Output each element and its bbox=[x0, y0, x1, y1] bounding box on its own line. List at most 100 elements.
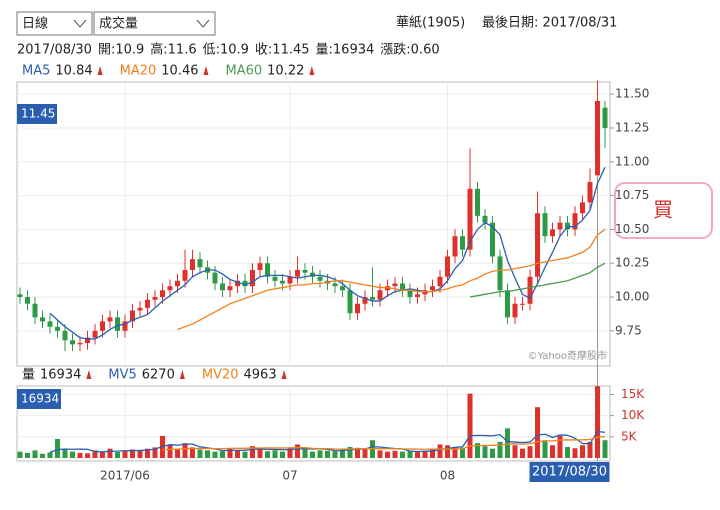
candle-body bbox=[280, 280, 285, 284]
legend-name: MV20 bbox=[202, 368, 239, 383]
candle-body bbox=[55, 326, 60, 331]
y-tick-label: 11.25 bbox=[615, 120, 649, 134]
volume-bar bbox=[115, 452, 120, 458]
volume-bar bbox=[182, 443, 188, 458]
volume-bar bbox=[190, 447, 195, 458]
volume-bar bbox=[85, 453, 90, 458]
volume-bar bbox=[377, 450, 383, 458]
y-tick-label: 11.50 bbox=[615, 87, 649, 101]
volume-bar bbox=[392, 450, 398, 458]
y-tick-label: 10.50 bbox=[615, 222, 649, 236]
volume-bar bbox=[122, 451, 128, 458]
volume-bar bbox=[347, 446, 353, 458]
volume-bar bbox=[310, 451, 315, 458]
candle-body bbox=[467, 188, 473, 250]
volume-bar bbox=[520, 448, 525, 458]
volume-bar bbox=[557, 435, 563, 458]
ma-legend: MA5 10.84 MA20 10.46 MA60 10.22 bbox=[22, 64, 315, 79]
info-item: 高:11.6 bbox=[150, 42, 196, 58]
candle-body bbox=[445, 256, 450, 277]
volume-bar bbox=[407, 451, 413, 458]
volume-bar bbox=[265, 451, 270, 458]
indicator-label[interactable]: 成交量 bbox=[99, 16, 138, 32]
candle-body bbox=[482, 215, 488, 223]
y-tick-label: 10.25 bbox=[615, 256, 649, 270]
candle-body bbox=[490, 222, 495, 257]
candle-body bbox=[437, 276, 443, 287]
volume-bar bbox=[137, 450, 143, 458]
candle-body bbox=[212, 272, 218, 284]
volume-bar bbox=[77, 452, 83, 458]
candle-body bbox=[557, 222, 563, 230]
candle-body bbox=[62, 330, 68, 341]
candle-body bbox=[265, 263, 270, 277]
candle-body bbox=[512, 303, 518, 318]
volume-bar bbox=[167, 445, 173, 458]
candle-body bbox=[362, 297, 368, 304]
buy-button[interactable] bbox=[614, 182, 713, 239]
volume-panel bbox=[16, 385, 611, 462]
legend-name: MV5 bbox=[108, 368, 136, 383]
candle-body bbox=[47, 321, 53, 327]
info-item: 漲跌:0.60 bbox=[380, 42, 439, 58]
buy-label[interactable]: 買 bbox=[653, 198, 673, 222]
candle-body bbox=[392, 283, 398, 287]
volume-bar bbox=[535, 407, 540, 458]
candle-body bbox=[227, 286, 233, 291]
candle-body bbox=[332, 283, 338, 287]
volume-bar bbox=[152, 447, 158, 458]
y-tick-label: 10.75 bbox=[615, 188, 649, 202]
volume-bar bbox=[422, 450, 428, 458]
volume-bar bbox=[205, 450, 210, 458]
candle-body bbox=[347, 290, 353, 314]
candle-body bbox=[17, 294, 23, 298]
volume-bar bbox=[497, 441, 503, 458]
volume-bar bbox=[242, 451, 248, 458]
legend-name: 量 bbox=[22, 368, 35, 383]
candle-body bbox=[272, 276, 278, 281]
line-series bbox=[49, 430, 606, 453]
price-tag bbox=[17, 104, 57, 124]
candle-body bbox=[115, 317, 120, 331]
volume-tag-label: 16934 bbox=[21, 392, 59, 406]
volume-tag bbox=[17, 389, 61, 409]
y-tick-label: 9.75 bbox=[615, 323, 642, 337]
period-select[interactable] bbox=[16, 11, 93, 36]
watermark: ©Yahoo奇摩股市 bbox=[528, 349, 607, 362]
volume-bar bbox=[512, 445, 518, 458]
candle-body bbox=[497, 256, 503, 291]
candle-body bbox=[355, 303, 360, 314]
period-label[interactable]: 日線 bbox=[22, 16, 48, 32]
up-arrow bbox=[86, 370, 92, 379]
volume-bar bbox=[175, 448, 180, 458]
info-item: 收:11.45 bbox=[255, 43, 310, 58]
volume-bar bbox=[572, 448, 578, 458]
candle-body bbox=[580, 202, 585, 214]
x-tick-label: 07 bbox=[282, 469, 297, 483]
volume-bar bbox=[317, 450, 323, 458]
info-line: 2017/08/30 開:10.9 高:11.6 低:10.9 收:11.45 量:169… bbox=[17, 42, 440, 58]
candle-body bbox=[400, 283, 405, 291]
up-arrow bbox=[281, 370, 287, 379]
volume-bar bbox=[490, 448, 495, 458]
volume-bar bbox=[400, 451, 405, 458]
dropdown-arrow bbox=[73, 19, 87, 28]
last-date: 最後日期: 2017/08/31 bbox=[482, 16, 617, 31]
candle-body bbox=[250, 269, 255, 287]
y-tick-label: 10K bbox=[621, 408, 645, 422]
line-series bbox=[177, 228, 606, 331]
candle-body bbox=[70, 340, 75, 345]
candle-body bbox=[92, 330, 98, 338]
volume-bar bbox=[220, 451, 225, 458]
volume-bar bbox=[272, 450, 278, 458]
volume-bar bbox=[355, 447, 360, 458]
candle-body bbox=[317, 276, 323, 281]
date-tag-label: 2017/08/30 bbox=[532, 465, 607, 480]
candle-body bbox=[152, 297, 158, 300]
volume-bar bbox=[452, 446, 458, 458]
indicator-select[interactable] bbox=[93, 11, 216, 36]
candle-body bbox=[385, 286, 390, 291]
volume-bar bbox=[70, 451, 75, 458]
volume-bar bbox=[565, 446, 570, 458]
candle-body bbox=[407, 290, 413, 298]
